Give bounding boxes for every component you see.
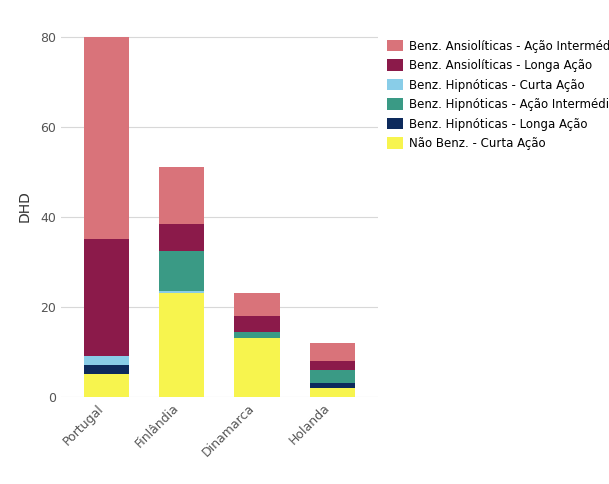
Bar — [310, 343, 355, 361]
Bar — [234, 293, 280, 316]
Bar — [234, 338, 280, 397]
Bar — [83, 37, 128, 240]
Bar — [310, 388, 355, 397]
Bar — [310, 370, 355, 383]
Bar — [83, 365, 128, 375]
Bar — [83, 240, 128, 356]
Bar — [159, 251, 204, 291]
Bar — [159, 293, 204, 397]
Bar — [310, 383, 355, 388]
Bar — [159, 167, 204, 224]
Bar — [234, 332, 280, 338]
Bar — [159, 291, 204, 293]
Bar — [159, 224, 204, 251]
Bar — [83, 356, 128, 365]
Legend: Benz. Ansiolíticas - Ação Intermédia, Benz. Ansiolíticas - Longa Ação, Benz. Hip: Benz. Ansiolíticas - Ação Intermédia, Be… — [387, 40, 609, 150]
Bar — [83, 375, 128, 397]
Bar — [310, 361, 355, 370]
Y-axis label: DHD: DHD — [18, 190, 32, 222]
Bar — [234, 316, 280, 332]
